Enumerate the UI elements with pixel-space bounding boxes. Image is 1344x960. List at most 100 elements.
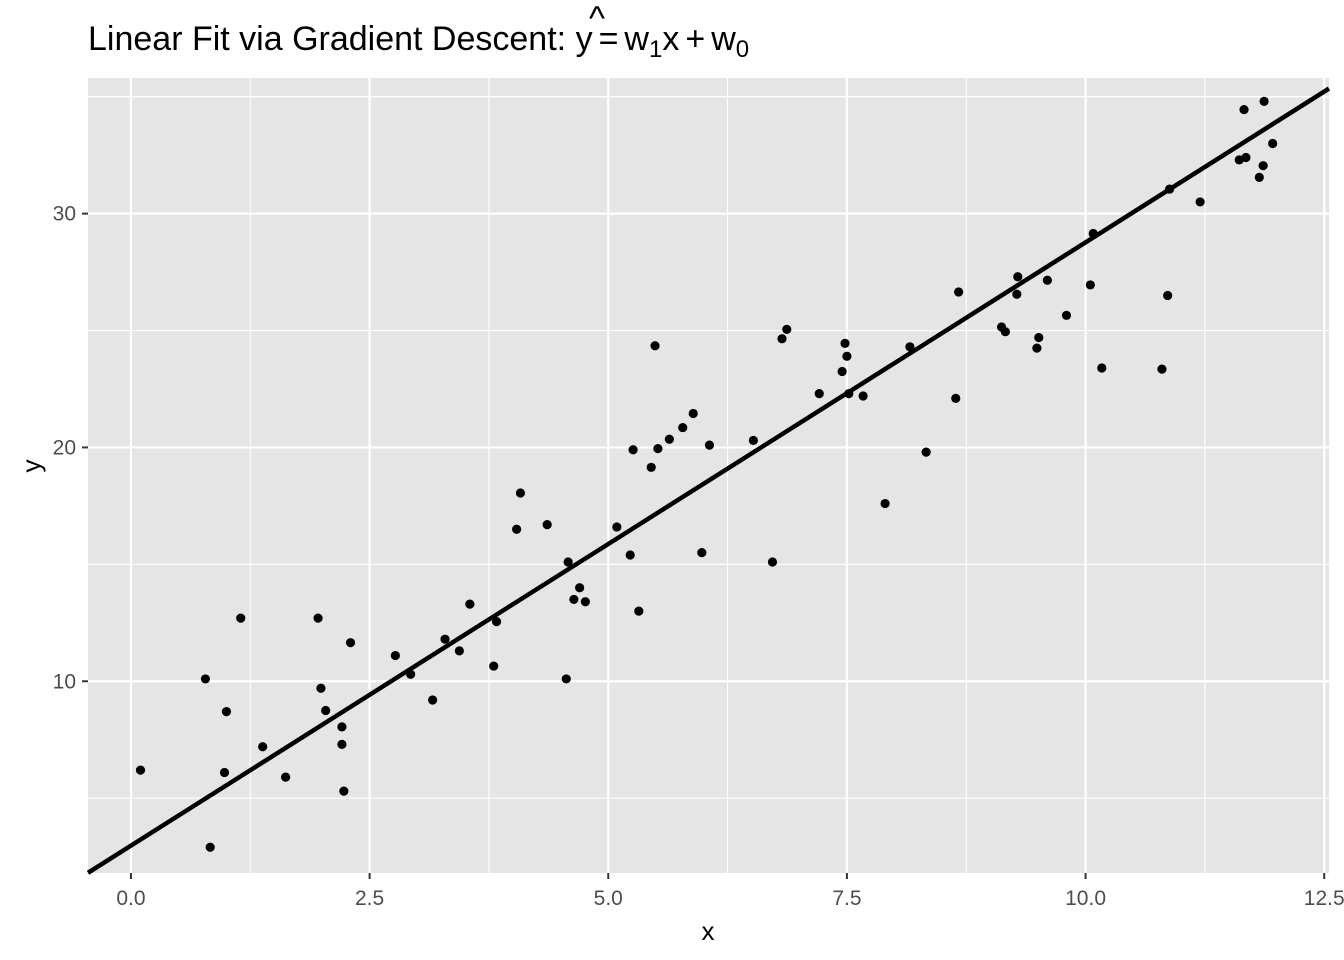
x-tick-label: 10.0 bbox=[1065, 887, 1106, 910]
data-point bbox=[905, 342, 915, 352]
data-point bbox=[339, 786, 349, 796]
data-point bbox=[221, 707, 232, 717]
data-point bbox=[782, 324, 792, 334]
y-axis-title: y bbox=[16, 460, 46, 473]
data-point bbox=[575, 583, 585, 593]
data-point bbox=[628, 445, 638, 455]
data-point bbox=[1032, 343, 1042, 353]
data-point bbox=[316, 683, 326, 693]
data-point bbox=[1254, 172, 1264, 182]
fit-line bbox=[86, 86, 1331, 875]
data-point bbox=[837, 366, 847, 377]
title-w1: w bbox=[623, 20, 649, 58]
title-yhat: y bbox=[576, 20, 593, 58]
data-point bbox=[664, 434, 674, 444]
y-tick-label: 30 bbox=[53, 203, 76, 226]
title-equals: = bbox=[599, 20, 619, 58]
data-point bbox=[440, 634, 450, 644]
data-point bbox=[542, 520, 552, 530]
data-point bbox=[921, 447, 931, 457]
data-point bbox=[512, 524, 522, 534]
title-sub0: 0 bbox=[736, 36, 749, 63]
data-point bbox=[678, 422, 688, 433]
data-point bbox=[634, 606, 644, 616]
y-tick-label: 10 bbox=[53, 670, 76, 693]
x-tick-label: 7.5 bbox=[832, 887, 861, 910]
data-point bbox=[1241, 152, 1251, 163]
data-point bbox=[465, 599, 475, 609]
data-point bbox=[646, 462, 656, 472]
data-point bbox=[748, 435, 758, 446]
data-point bbox=[281, 772, 291, 782]
data-point bbox=[880, 498, 890, 509]
chart-title: Linear Fit via Gradient Descent: y = w1x + w… bbox=[88, 20, 749, 63]
x-tick-label: 0.0 bbox=[116, 887, 145, 910]
data-point bbox=[454, 646, 464, 656]
data-point bbox=[1000, 327, 1010, 337]
title-plus: + bbox=[685, 20, 705, 58]
data-point bbox=[1268, 138, 1278, 149]
data-point bbox=[135, 765, 146, 775]
data-point bbox=[337, 722, 347, 732]
data-points bbox=[135, 96, 1278, 852]
data-point bbox=[258, 742, 268, 752]
data-point bbox=[688, 408, 698, 419]
data-point bbox=[704, 440, 715, 450]
grid-major bbox=[88, 78, 1329, 873]
data-point bbox=[858, 391, 868, 401]
data-point bbox=[561, 674, 571, 684]
data-point bbox=[337, 739, 347, 749]
data-point bbox=[428, 695, 438, 705]
data-point bbox=[1012, 289, 1022, 299]
data-point bbox=[219, 767, 230, 778]
data-point bbox=[767, 557, 778, 567]
data-point bbox=[515, 488, 526, 498]
data-point bbox=[697, 548, 707, 558]
x-axis-ticks: 0.0 2.5 5.0 7.5 10.0 12.5 bbox=[116, 873, 1344, 910]
data-point bbox=[390, 650, 400, 661]
data-point bbox=[814, 389, 824, 399]
title-x: x bbox=[662, 20, 679, 58]
data-point bbox=[313, 613, 323, 623]
data-point bbox=[840, 338, 850, 348]
data-point bbox=[491, 617, 502, 627]
data-point bbox=[1097, 363, 1107, 373]
data-point bbox=[321, 705, 331, 716]
title-hat: ^ bbox=[589, 0, 605, 38]
data-point bbox=[951, 393, 961, 403]
x-tick-label: 12.5 bbox=[1304, 887, 1344, 910]
data-point bbox=[1085, 280, 1095, 290]
data-point bbox=[345, 638, 356, 648]
data-point bbox=[489, 661, 499, 671]
data-point bbox=[650, 341, 660, 351]
title-w0: w bbox=[710, 20, 736, 58]
grid-minor bbox=[88, 78, 1329, 873]
data-point bbox=[205, 842, 215, 852]
data-point bbox=[1061, 310, 1072, 320]
data-point bbox=[580, 597, 590, 607]
data-point bbox=[569, 594, 579, 605]
data-point bbox=[1163, 290, 1173, 301]
data-point bbox=[236, 613, 246, 623]
x-tick-label: 2.5 bbox=[355, 887, 384, 910]
data-point bbox=[777, 334, 787, 344]
y-tick-label: 20 bbox=[53, 436, 76, 459]
data-point bbox=[1034, 332, 1044, 343]
data-point bbox=[1013, 272, 1023, 282]
data-point bbox=[1259, 96, 1269, 106]
title-main: Linear Fit via Gradient Descent: bbox=[88, 20, 576, 58]
data-point bbox=[1258, 161, 1268, 171]
x-tick-label: 5.0 bbox=[594, 887, 623, 910]
data-point bbox=[625, 550, 635, 560]
data-point bbox=[200, 674, 211, 684]
data-point bbox=[563, 557, 573, 567]
data-point bbox=[612, 522, 622, 532]
data-point bbox=[1042, 275, 1052, 285]
data-point bbox=[954, 287, 964, 297]
data-point bbox=[653, 444, 663, 454]
data-point bbox=[842, 351, 852, 361]
title-sub1: 1 bbox=[649, 36, 662, 63]
data-point bbox=[1239, 104, 1249, 115]
data-point bbox=[1195, 197, 1205, 207]
